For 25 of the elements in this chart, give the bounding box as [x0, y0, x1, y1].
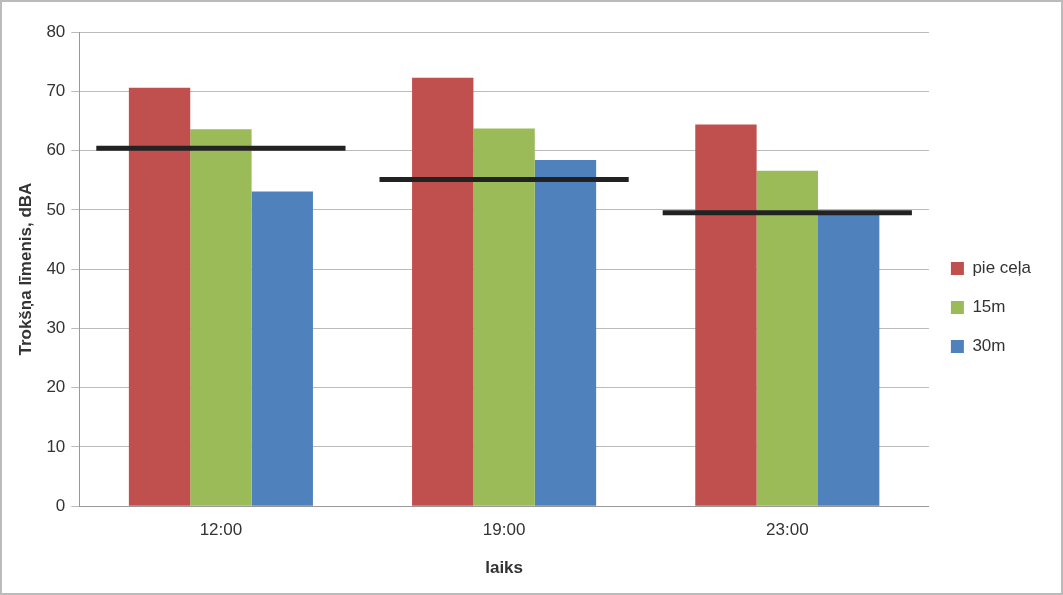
y-tick-label: 10 — [46, 436, 66, 456]
y-tick-label: 80 — [46, 21, 66, 41]
bar — [756, 170, 818, 506]
legend-label: 30m — [972, 336, 1006, 356]
bar — [412, 77, 474, 506]
bar — [473, 128, 535, 506]
x-tick-label: 23:00 — [766, 520, 809, 540]
bar — [534, 160, 597, 506]
y-tick-label: 30 — [46, 318, 66, 338]
legend-label: 15m — [972, 297, 1006, 317]
bar — [190, 129, 252, 506]
legend-label: pie ceļa — [972, 258, 1032, 278]
y-tick-label: 20 — [46, 377, 66, 397]
y-axis-title: Trokšņa līmenis, dBA — [15, 182, 35, 356]
y-tick-label: 60 — [46, 140, 66, 160]
y-tick-label: 50 — [46, 199, 66, 219]
y-tick-label: 70 — [46, 80, 66, 100]
bar — [251, 191, 313, 506]
x-axis-title: laiks — [485, 558, 524, 578]
y-tick-label: 0 — [55, 495, 66, 515]
y-tick-label: 40 — [46, 258, 66, 278]
bar — [695, 124, 757, 506]
x-tick-label: 19:00 — [482, 520, 526, 540]
bar — [128, 87, 191, 506]
x-tick-label: 12:00 — [199, 520, 243, 540]
